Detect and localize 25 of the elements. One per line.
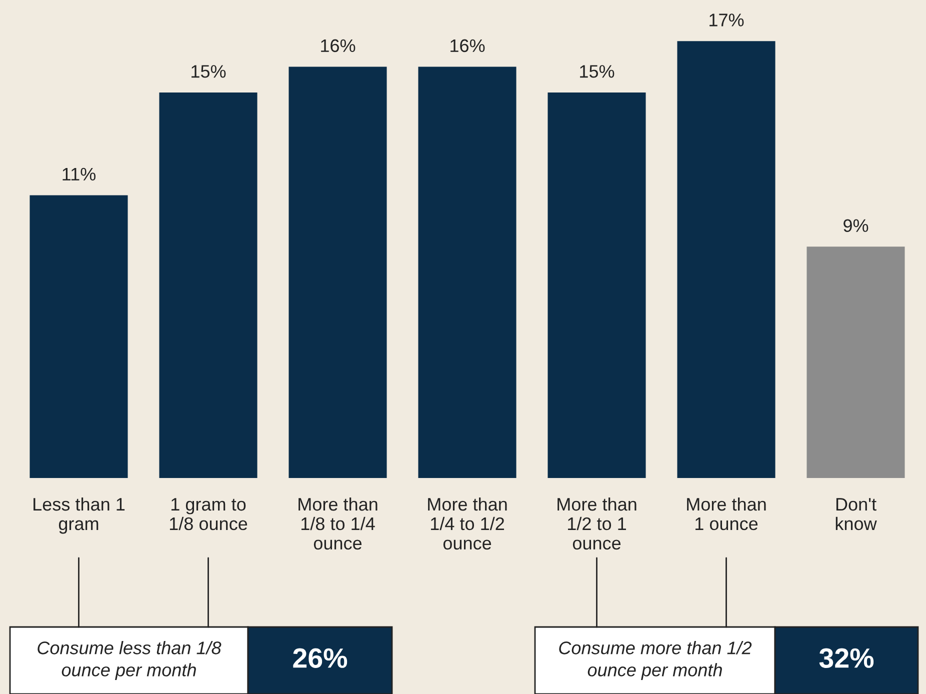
data-label: 15%: [192, 65, 226, 78]
x-tick-label: More than 1 ounce: [687, 497, 766, 530]
x-tick-label: More than 1/2 to 1 ounce: [558, 497, 636, 550]
data-label: 16%: [450, 39, 485, 52]
text: Consume less than 1/8 ounce per month: [38, 641, 222, 680]
data-label: 16%: [321, 39, 356, 52]
data-label: 17%: [710, 14, 744, 26]
bar: [159, 92, 258, 478]
data-label: 9%: [844, 219, 868, 232]
text: Consume more than 1/2 ounce per month: [559, 641, 752, 680]
x-tick-label: Less than 1 gram: [34, 497, 125, 534]
bar: [288, 66, 387, 478]
text: 26%: [293, 648, 348, 668]
bar: [806, 246, 905, 478]
x-tick-label: Don't know: [836, 498, 877, 530]
bar: [418, 66, 516, 478]
x-tick-label: More than 1/8 to 1/4 ounce: [298, 497, 378, 550]
bar: [677, 41, 776, 478]
bar: [548, 92, 646, 478]
data-label: 15%: [580, 65, 614, 78]
bar: [30, 195, 128, 478]
data-label: 11%: [62, 168, 96, 181]
text: 32%: [819, 648, 874, 668]
x-tick-label: 1 gram to 1/8 ounce: [170, 498, 248, 530]
x-tick-label: More than 1/4 to 1/2 ounce: [428, 497, 507, 550]
